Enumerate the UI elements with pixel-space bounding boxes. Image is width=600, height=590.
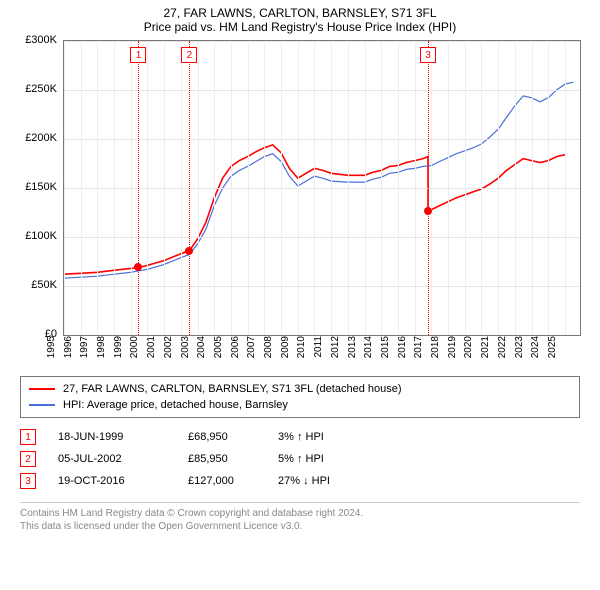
y-tick-label: £100K: [25, 230, 57, 242]
sale-point: [424, 207, 432, 215]
sale-date: 05-JUL-2002: [58, 453, 188, 465]
x-axis-labels: 1995199619971998199920002001200220032004…: [63, 336, 581, 370]
sale-index: 3: [20, 473, 36, 489]
y-tick-label: £150K: [25, 181, 57, 193]
sale-date: 18-JUN-1999: [58, 431, 188, 443]
legend-label: HPI: Average price, detached house, Barn…: [63, 399, 288, 411]
y-tick-label: £250K: [25, 83, 57, 95]
sale-index: 1: [20, 429, 36, 445]
y-axis-labels: £0£50K£100K£150K£200K£250K£300K: [15, 40, 61, 336]
sale-index: 2: [20, 451, 36, 467]
sale-row: 2 05-JUL-2002£85,9505% ↑ HPI: [20, 448, 580, 470]
page: 27, FAR LAWNS, CARLTON, BARNSLEY, S71 3F…: [0, 0, 600, 590]
y-tick-label: £200K: [25, 132, 57, 144]
legend: 27, FAR LAWNS, CARLTON, BARNSLEY, S71 3F…: [20, 376, 580, 418]
attribution-line1: Contains HM Land Registry data © Crown c…: [20, 507, 580, 520]
chart: £0£50K£100K£150K£200K£250K£300K 123 1995…: [15, 40, 585, 370]
sale-point: [134, 263, 142, 271]
sale-price: £85,950: [188, 453, 278, 465]
sale-point: [185, 247, 193, 255]
x-tick-label: 2025: [547, 336, 581, 358]
legend-item: HPI: Average price, detached house, Barn…: [29, 397, 571, 413]
legend-label: 27, FAR LAWNS, CARLTON, BARNSLEY, S71 3F…: [63, 383, 402, 395]
y-tick-label: £50K: [31, 279, 57, 291]
series-hpi: [64, 82, 573, 278]
sale-price: £127,000: [188, 475, 278, 487]
sale-marker: 1: [130, 47, 146, 63]
legend-item: 27, FAR LAWNS, CARLTON, BARNSLEY, S71 3F…: [29, 381, 571, 397]
sale-row: 1 18-JUN-1999£68,9503% ↑ HPI: [20, 426, 580, 448]
titles: 27, FAR LAWNS, CARLTON, BARNSLEY, S71 3F…: [8, 0, 592, 34]
sale-row: 3 19-OCT-2016£127,00027% ↓ HPI: [20, 470, 580, 492]
sale-delta: 5% ↑ HPI: [278, 453, 408, 465]
sale-delta: 27% ↓ HPI: [278, 475, 408, 487]
legend-swatch: [29, 388, 55, 390]
attribution: Contains HM Land Registry data © Crown c…: [20, 502, 580, 533]
title-address: 27, FAR LAWNS, CARLTON, BARNSLEY, S71 3F…: [8, 6, 592, 20]
plot-area: 1 2 3: [63, 40, 581, 336]
title-subtitle: Price paid vs. HM Land Registry's House …: [8, 20, 592, 34]
attribution-line2: This data is licensed under the Open Gov…: [20, 520, 580, 533]
sale-price: £68,950: [188, 431, 278, 443]
sale-marker: 3: [420, 47, 436, 63]
sales-table: 1 18-JUN-1999£68,9503% ↑ HPI 2 05-JUL-2002£…: [20, 426, 580, 492]
sale-date: 19-OCT-2016: [58, 475, 188, 487]
sale-delta: 3% ↑ HPI: [278, 431, 408, 443]
sale-marker: 2: [181, 47, 197, 63]
y-tick-label: £300K: [25, 34, 57, 46]
legend-swatch: [29, 404, 55, 406]
